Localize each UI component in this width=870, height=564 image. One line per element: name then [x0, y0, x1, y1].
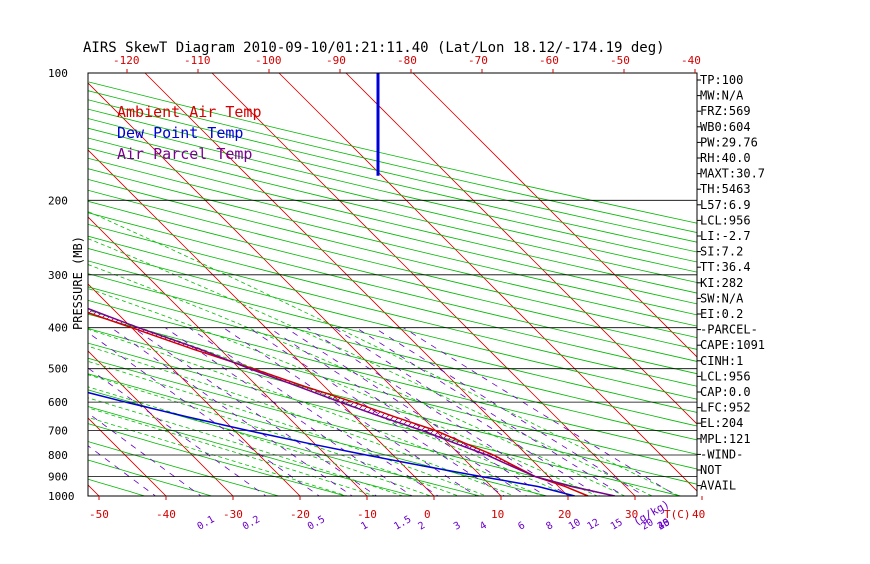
panel-value: WB0:604 — [700, 120, 751, 134]
panel-value: AVAIL — [700, 479, 736, 493]
dry-adiabat-line — [0, 82, 583, 505]
top-tick-label: -60 — [539, 54, 559, 67]
bottom-tick-label: 10 — [491, 508, 504, 521]
mixing-ratio-tick-label: 1 — [359, 520, 370, 533]
pressure-tick-label: 700 — [48, 424, 68, 437]
isotherm-line — [0, 64, 41, 505]
panel-value: FRZ:569 — [700, 104, 751, 118]
pressure-tick-label: 500 — [48, 363, 68, 376]
bottom-tick-label: 20 — [558, 508, 571, 521]
top-tick-label: -100 — [255, 54, 282, 67]
panel-value: PW:29.76 — [700, 135, 758, 149]
bottom-tick-label: -10 — [357, 508, 377, 521]
bottom-tick-label: -40 — [156, 508, 176, 521]
mixing-ratio-tick-label: 0.1 — [195, 514, 216, 533]
sounding-profiles — [0, 73, 615, 496]
panel-value: TH:5463 — [700, 182, 751, 196]
pressure-tick-label: 200 — [48, 194, 68, 207]
pressure-tick-label: 100 — [48, 67, 68, 80]
mixing-ratio-line — [334, 328, 614, 505]
isotherm-line — [203, 64, 644, 505]
mixing-ratio-line — [111, 328, 365, 505]
isotherm-line — [0, 64, 108, 505]
pressure-tick-label: 800 — [48, 449, 68, 462]
panel-value: MPL:121 — [700, 432, 751, 446]
isotherm-line — [404, 64, 845, 505]
legend-entry: Air Parcel Temp — [117, 145, 252, 163]
panel-value: LFC:952 — [700, 401, 751, 415]
panel-value: EL:204 — [700, 416, 743, 430]
mixing-ratio-line — [0, 328, 168, 505]
dry-adiabat-line — [0, 82, 719, 505]
bottom-tick-label: 0 — [424, 508, 431, 521]
mixing-ratio-tick-label: 4 — [478, 520, 489, 533]
isotherm-line — [270, 64, 711, 505]
top-temperature-axis: -120 -110 -100 -90 -80 -70 -60 -50 -40 — [113, 54, 701, 73]
top-tick-label: -40 — [681, 54, 701, 67]
mixing-ratio-tick-label: 8 — [544, 520, 555, 533]
top-tick-label: -90 — [326, 54, 346, 67]
panel-value: -WIND- — [700, 447, 743, 461]
mixing-ratio-tick-label: 6 — [516, 520, 527, 533]
panel-value: EI:0.2 — [700, 307, 743, 321]
panel-value: LCL:956 — [700, 213, 751, 227]
dewpoint-profile-line — [0, 73, 575, 496]
bottom-tick-label: -30 — [223, 508, 243, 521]
mixing-ratio-tick-label: 12 — [585, 517, 601, 533]
panel-value: LI:-2.7 — [700, 229, 751, 243]
pressure-tick-label: 400 — [48, 322, 68, 335]
bottom-tick-label: -20 — [290, 508, 310, 521]
legend: Ambient Air Temp Dew Point Temp Air Parcel… — [117, 103, 262, 163]
panel-value: MAXT:30.7 — [700, 167, 765, 181]
panel-value: SW:N/A — [700, 291, 744, 305]
moist-adiabat-line — [0, 148, 671, 506]
panel-value: CINH:1 — [700, 354, 743, 368]
panel-value: KI:282 — [700, 276, 743, 290]
mixing-ratio-line — [133, 328, 390, 505]
parcel-profile-line — [0, 73, 615, 496]
bottom-tick-label: -50 — [89, 508, 109, 521]
panel-value: NOT — [700, 463, 722, 477]
pressure-tick-label: 900 — [48, 471, 68, 484]
panel-value: -PARCEL- — [700, 323, 758, 337]
mixing-ratio-line — [269, 328, 541, 505]
top-tick-label: -110 — [184, 54, 211, 67]
chart-title: AIRS SkewT Diagram 2010-09-10/01:21:11.4… — [83, 40, 665, 56]
mixing-ratio-tick-label: 15 — [609, 517, 625, 533]
legend-entry: Dew Point Temp — [117, 124, 243, 142]
mixing-ratio-tick-label: 1.5 — [392, 514, 413, 533]
panel-value: RH:40.0 — [700, 151, 751, 165]
top-tick-label: -80 — [397, 54, 417, 67]
mixing-ratio-tick-label: 0.2 — [241, 514, 262, 533]
panel-value: TT:36.4 — [700, 260, 751, 274]
mixing-ratio-tick-label: 2 — [417, 520, 428, 533]
mixing-ratio-tick-label: 3 — [452, 520, 463, 533]
pressure-tick-label: 600 — [48, 396, 68, 409]
pressure-tick-label: 1000 — [48, 490, 75, 503]
mixing-ratio-line — [403, 328, 692, 505]
top-tick-label: -120 — [113, 54, 140, 67]
top-tick-label: -50 — [610, 54, 630, 67]
legend-entry: Ambient Air Temp — [117, 103, 262, 121]
panel-value: SI:7.2 — [700, 245, 743, 259]
bottom-tick-label: 40 — [692, 508, 705, 521]
panel-value: CAPE:1091 — [700, 338, 765, 352]
top-tick-label: -70 — [468, 54, 488, 67]
panel-value: MW:N/A — [700, 89, 744, 103]
y-axis-label: PRESSURE (MB) — [71, 236, 85, 330]
panel-value: TP:100 — [700, 73, 743, 87]
panel-value: L57:6.9 — [700, 198, 751, 212]
panel-value: CAP:0.0 — [700, 385, 751, 399]
panel-value: LCL:956 — [700, 369, 751, 383]
pressure-tick-label: 300 — [48, 269, 68, 282]
